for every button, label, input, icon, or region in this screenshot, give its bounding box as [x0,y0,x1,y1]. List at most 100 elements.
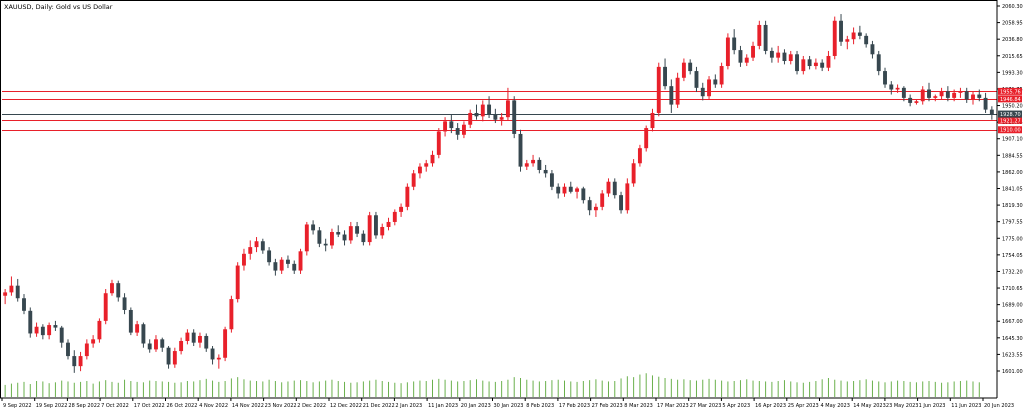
candle-body [889,84,894,90]
candle-body [650,112,655,129]
candle-body [807,59,812,67]
candle-body [336,232,341,235]
candle-body [826,55,831,68]
candle-body [518,133,523,167]
candle-body [562,186,567,194]
y-tick-label: 1754.05 [1002,253,1023,259]
candle-body [97,320,102,340]
y-tick-label: 1710.65 [1002,286,1023,292]
price-tag-label: 1955.76 [1000,89,1021,95]
candle-body [669,86,674,105]
candle-body [694,71,699,88]
y-tick-label: 2015.65 [1002,54,1023,60]
candle-body [436,131,441,155]
x-tick-label: 30 Jan 2023 [494,403,524,409]
candle-body [135,324,140,333]
candle-body [392,211,397,222]
candle-body [989,109,994,115]
candle-body [216,357,221,360]
candle-body [373,215,378,236]
x-tick-label: 17 Oct 2022 [134,403,165,409]
y-tick-label: 1884.55 [1002,153,1023,159]
candle-body [537,159,542,170]
x-tick-label: 20 Jan 2023 [461,403,491,409]
axis-frame [0,0,998,399]
price-tag-box [998,126,1022,134]
candle-body [160,339,165,348]
candle-body [399,206,404,212]
candle-body [40,326,45,336]
price-tag-box [998,116,1022,124]
candle-body [656,66,661,113]
candle-body [593,206,598,211]
chart-title: XAUUSD, Daily: Gold vs US Dollar [4,3,113,11]
x-tick-label: 11 Jun 2023 [951,403,981,409]
y-tick-label: 2060.30 [1002,4,1023,10]
x-tick-label: 4 Nov 2022 [199,403,228,409]
candle-body [725,37,730,67]
candle-body [776,52,781,58]
candle-body [499,117,504,120]
candle-body [719,66,724,85]
x-tick-label: 16 Apr 2023 [755,403,786,409]
candle-body [166,347,171,365]
candle-body [795,54,799,72]
candle-body [355,226,360,234]
x-tick-label: 17 Mar 2023 [657,403,689,409]
candle-body [461,124,466,135]
y-tick-label: 1601.00 [1002,369,1023,375]
candle-body [763,24,768,51]
price-tag-label: 1946.84 [1000,97,1021,103]
candle-body [983,97,988,110]
candle-body [59,327,64,343]
candle-body [361,233,366,243]
candle-body [91,339,96,344]
candle-body [939,91,944,97]
candle-body [769,50,774,58]
x-tick-label: 28 Sep 2022 [68,403,100,409]
candle-body [788,54,793,62]
candle-body [286,259,290,264]
candle-body [952,92,957,98]
candle-body [210,348,215,360]
candle-body [154,339,158,350]
price-tag-label: 1921.27 [1000,118,1021,124]
candle-body [738,50,743,63]
y-tick-label: 1775.00 [1002,236,1023,242]
candle-body [675,77,680,105]
y-tick-label: 2036.80 [1002,37,1023,43]
candle-body [103,293,108,321]
x-tick-label: 2 Jan 2023 [395,403,422,409]
candle-body [820,62,825,68]
candle-body [78,356,83,367]
candle-body [455,128,460,135]
candle-body [386,221,391,227]
candle-body [512,100,517,134]
y-tick-label: 1819.30 [1002,203,1023,209]
x-tick-label: 19 Sep 2022 [36,403,68,409]
candle-body [845,39,850,42]
candle-body [933,96,938,98]
x-tick-label: 20 Jun 2023 [984,403,1014,409]
candle-body [443,121,448,132]
candle-body [304,224,309,252]
candle-body [524,163,529,167]
candle-body [782,52,787,62]
candle-body [493,114,498,120]
y-tick-label: 1689.00 [1002,303,1023,309]
candle-body [22,298,26,311]
candle-body [688,62,693,72]
candle-body [568,186,573,192]
candle-body [637,148,642,164]
candle-body [606,181,611,194]
candle-body [235,265,240,300]
candle-body [543,169,548,174]
horizontal-levels-layer [2,91,997,131]
candle-body [342,234,347,241]
y-tick-label: 1797.55 [1002,220,1023,226]
candle-body [549,173,554,187]
volume-layer [4,373,980,397]
candle-body [920,89,925,102]
